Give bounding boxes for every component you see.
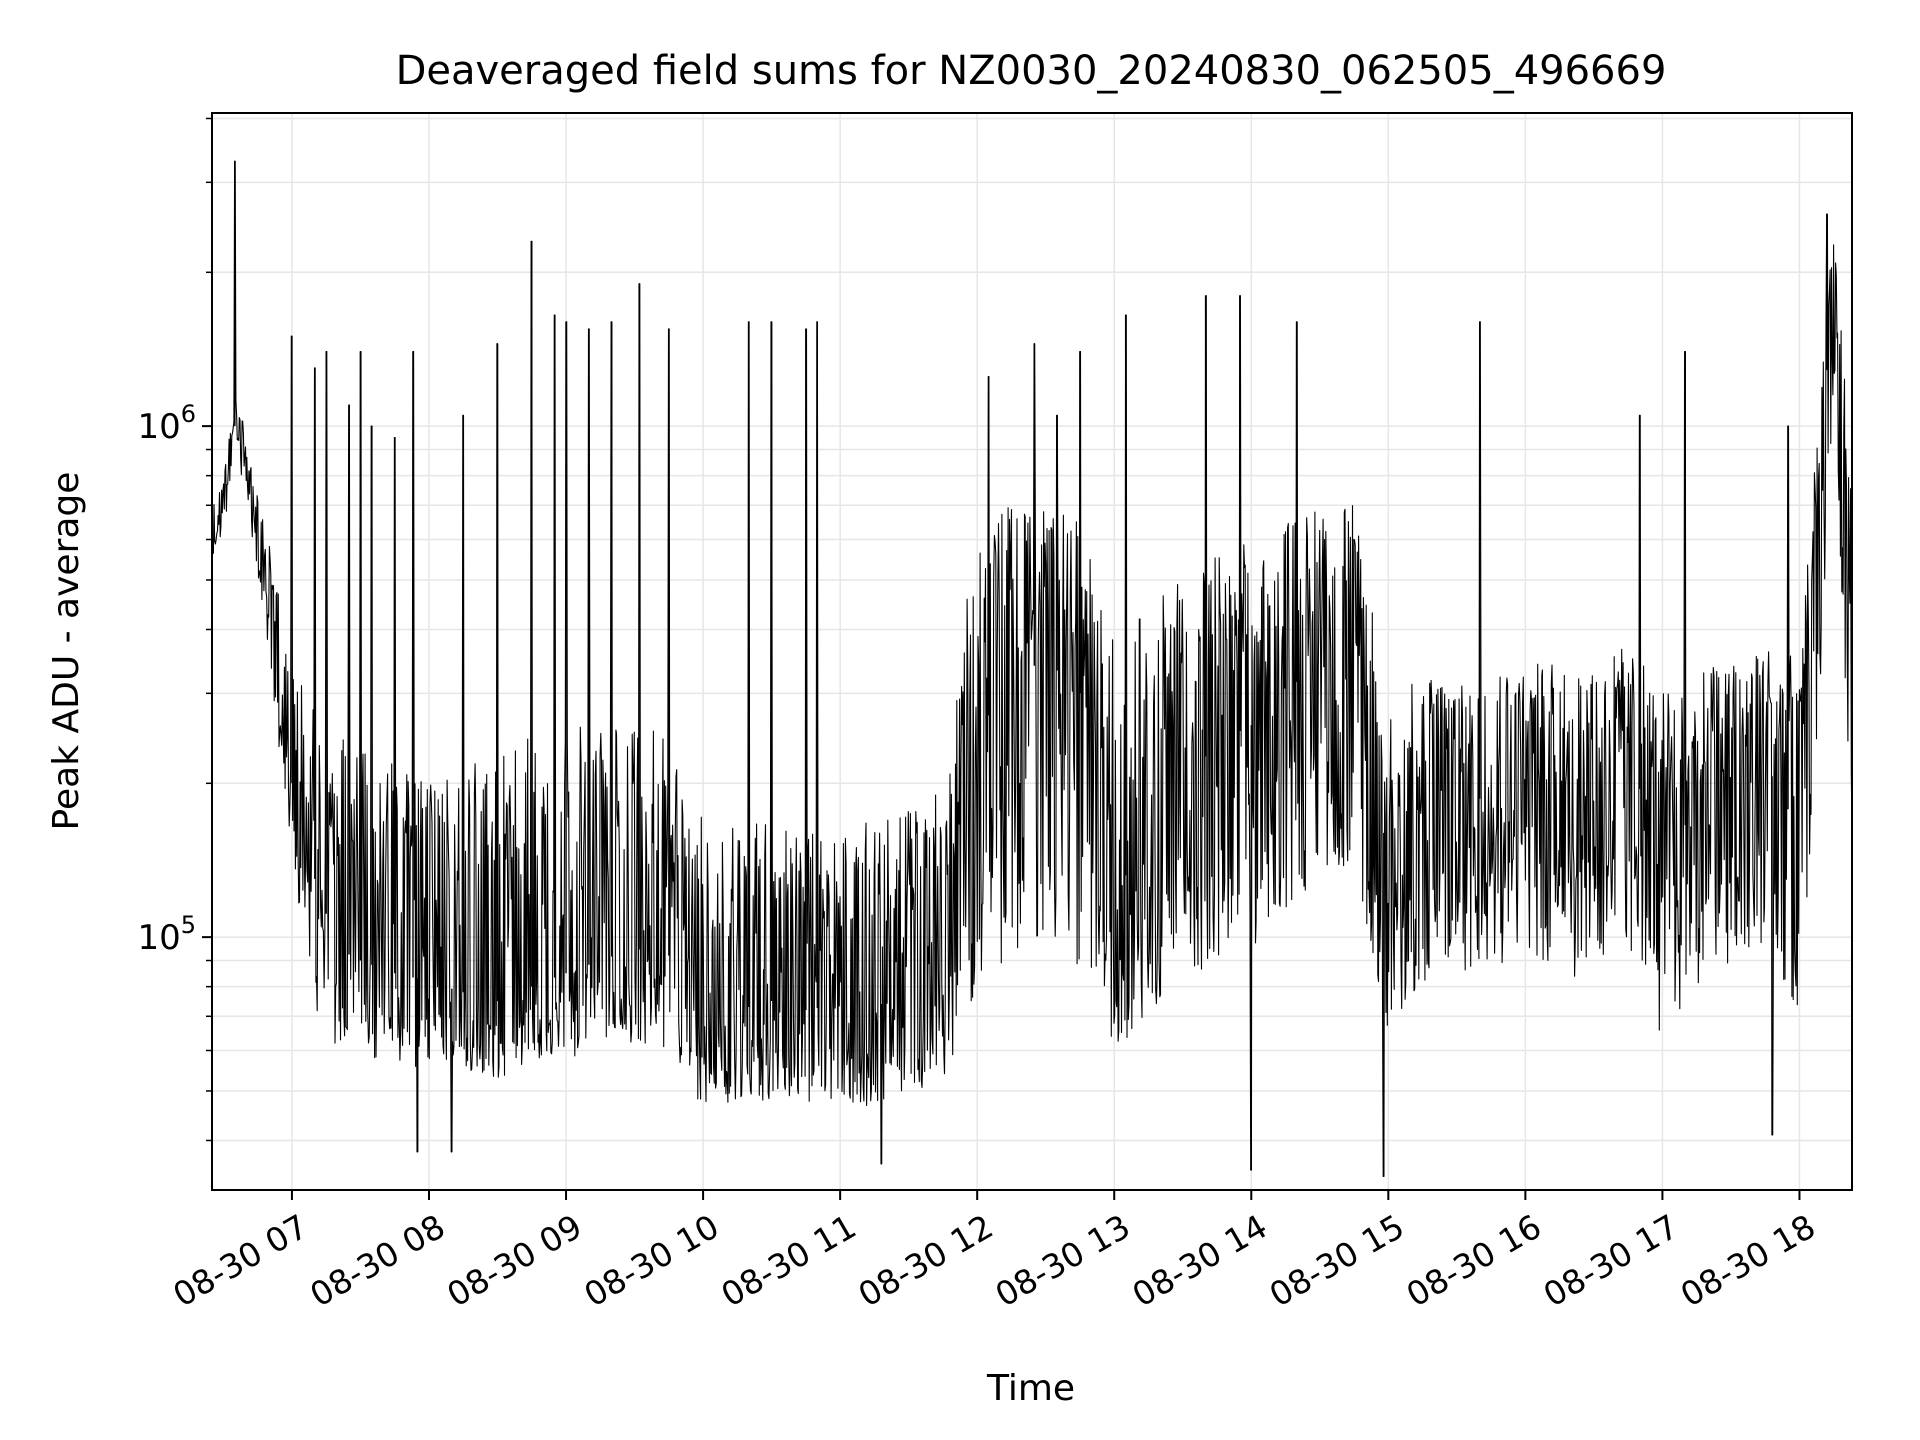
y-tick-base: 10 (137, 918, 180, 958)
y-tick-label: 105 (137, 911, 196, 958)
y-axis-label: Peak ADU - average (46, 472, 87, 831)
y-tick-label: 106 (137, 400, 196, 447)
chart-title: Deaveraged field sums for NZ0030_2024083… (396, 48, 1667, 94)
y-tick-base: 10 (137, 407, 180, 447)
axes-frame (211, 112, 1853, 1191)
y-tick-exponent: 6 (181, 400, 196, 428)
x-axis-label: Time (986, 1368, 1075, 1409)
y-tick-exponent: 5 (181, 911, 196, 939)
series-line (211, 160, 1853, 1178)
plot-area (211, 160, 1853, 1178)
